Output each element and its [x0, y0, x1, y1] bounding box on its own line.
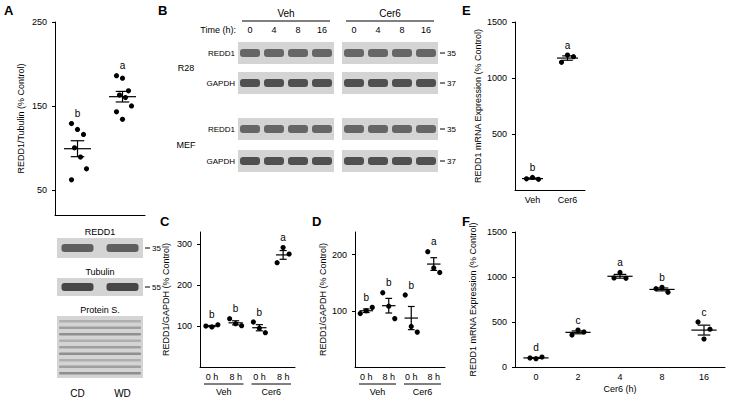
svg-text:1000: 1000 — [487, 73, 507, 83]
svg-text:8 h: 8 h — [277, 372, 290, 382]
svg-text:35: 35 — [447, 125, 456, 134]
svg-text:0: 0 — [247, 25, 252, 35]
svg-text:300: 300 — [177, 239, 192, 249]
svg-text:B: B — [158, 3, 167, 18]
svg-text:b: b — [209, 309, 215, 320]
svg-text:250: 250 — [32, 17, 47, 27]
svg-text:8: 8 — [295, 25, 300, 35]
svg-text:Time (h):: Time (h): — [200, 25, 236, 35]
svg-text:a: a — [431, 236, 437, 247]
svg-text:35: 35 — [152, 244, 161, 253]
svg-text:8 h: 8 h — [229, 372, 242, 382]
svg-text:REDD1: REDD1 — [208, 49, 236, 58]
svg-text:REDD1/GAPDH (% Control): REDD1/GAPDH (% Control) — [318, 243, 328, 356]
svg-text:4: 4 — [617, 372, 622, 382]
svg-text:b: b — [659, 272, 665, 283]
svg-text:b: b — [408, 280, 414, 291]
svg-text:1500: 1500 — [487, 227, 507, 237]
svg-text:Veh: Veh — [525, 195, 541, 205]
svg-text:8 h: 8 h — [382, 372, 395, 382]
svg-text:a: a — [617, 257, 623, 268]
svg-text:C: C — [160, 214, 170, 229]
svg-text:REDD1: REDD1 — [85, 227, 116, 237]
svg-text:REDD1 mRNA Expression (% Contr: REDD1 mRNA Expression (% Control) — [468, 222, 478, 376]
svg-text:100: 100 — [177, 321, 192, 331]
svg-text:150: 150 — [32, 101, 47, 111]
svg-text:c: c — [576, 315, 581, 326]
svg-text:500: 500 — [492, 317, 507, 327]
svg-text:b: b — [257, 307, 263, 318]
svg-text:R28: R28 — [178, 63, 195, 73]
svg-text:4: 4 — [271, 25, 276, 35]
svg-text:Cer6: Cer6 — [379, 8, 401, 19]
svg-text:REDD1/GAPDH (% Control): REDD1/GAPDH (% Control) — [161, 243, 171, 356]
svg-text:d: d — [533, 342, 539, 353]
svg-text:0 h: 0 h — [206, 372, 219, 382]
svg-text:c: c — [702, 307, 707, 318]
svg-text:MEF: MEF — [177, 140, 197, 150]
svg-text:37: 37 — [447, 79, 456, 88]
svg-text:35: 35 — [447, 49, 456, 58]
svg-text:b: b — [530, 162, 536, 173]
svg-text:Veh: Veh — [216, 387, 232, 397]
svg-text:a: a — [120, 60, 126, 71]
svg-text:a: a — [280, 232, 286, 243]
svg-text:0 h: 0 h — [253, 372, 266, 382]
svg-text:500: 500 — [492, 129, 507, 139]
svg-text:E: E — [462, 3, 471, 18]
svg-text:1500: 1500 — [487, 17, 507, 27]
svg-text:1000: 1000 — [487, 272, 507, 282]
svg-text:200: 200 — [177, 280, 192, 290]
svg-text:REDD1: REDD1 — [208, 125, 236, 134]
svg-text:50: 50 — [37, 185, 47, 195]
svg-text:D: D — [312, 214, 321, 229]
svg-text:Cer6: Cer6 — [558, 195, 578, 205]
svg-text:16: 16 — [699, 372, 709, 382]
svg-text:REDD1/Tubulin (% Control): REDD1/Tubulin (% Control) — [16, 63, 26, 173]
svg-text:Veh: Veh — [277, 8, 294, 19]
svg-text:GAPDH: GAPDH — [207, 157, 236, 166]
svg-text:8 h: 8 h — [427, 372, 440, 382]
svg-text:b: b — [75, 108, 81, 119]
svg-text:2: 2 — [575, 372, 580, 382]
svg-text:16: 16 — [421, 25, 431, 35]
svg-text:0 h: 0 h — [360, 372, 373, 382]
svg-text:0: 0 — [502, 362, 507, 372]
svg-text:b: b — [363, 292, 369, 303]
svg-text:Veh: Veh — [370, 387, 386, 397]
svg-text:8: 8 — [399, 25, 404, 35]
svg-text:CD: CD — [70, 388, 84, 399]
svg-text:b: b — [233, 303, 239, 314]
svg-text:Cer6 (h): Cer6 (h) — [603, 384, 636, 394]
svg-text:200: 200 — [332, 250, 347, 260]
svg-text:4: 4 — [375, 25, 380, 35]
svg-text:a: a — [565, 40, 571, 51]
svg-text:8: 8 — [659, 372, 664, 382]
svg-text:16: 16 — [317, 25, 327, 35]
svg-text:GAPDH: GAPDH — [207, 79, 236, 88]
svg-text:100: 100 — [332, 306, 347, 316]
svg-text:b: b — [386, 277, 392, 288]
svg-text:F: F — [462, 214, 470, 229]
svg-text:REDD1 mRNA Expression (% Contr: REDD1 mRNA Expression (% Control) — [473, 29, 483, 183]
svg-text:Protein S.: Protein S. — [80, 305, 120, 315]
svg-text:0: 0 — [533, 372, 538, 382]
svg-text:Cer6: Cer6 — [413, 387, 433, 397]
svg-text:Tubulin: Tubulin — [85, 267, 114, 277]
svg-text:Cer6: Cer6 — [261, 387, 281, 397]
svg-text:WD: WD — [114, 388, 131, 399]
svg-text:55: 55 — [152, 283, 161, 292]
svg-text:0 h: 0 h — [405, 372, 418, 382]
svg-text:0: 0 — [351, 25, 356, 35]
svg-text:37: 37 — [447, 157, 456, 166]
svg-text:A: A — [4, 3, 14, 18]
